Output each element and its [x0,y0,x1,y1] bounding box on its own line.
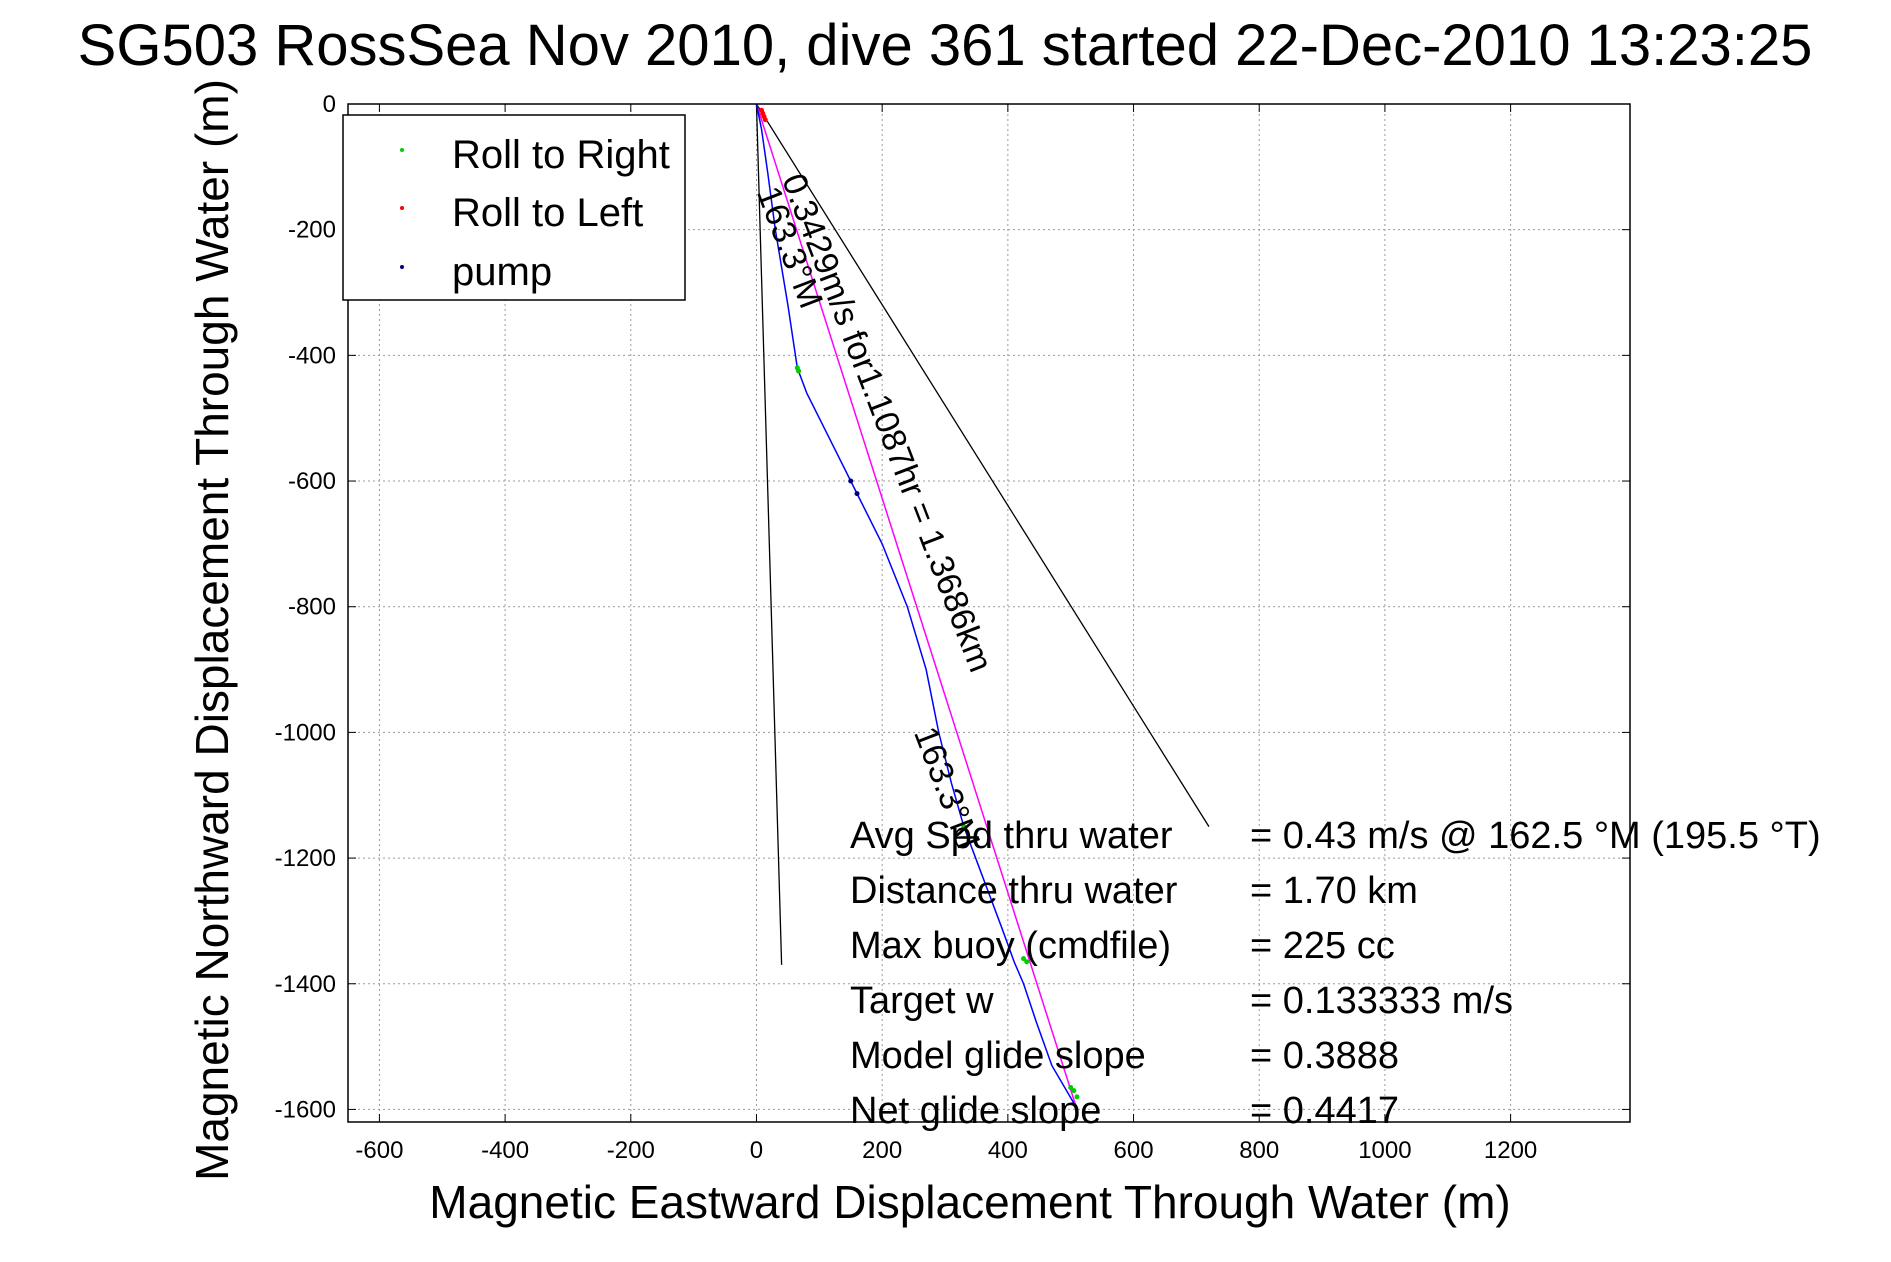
stat-value: = 0.43 m/s @ 162.5 °M (195.5 °T) [1250,815,1821,857]
legend: Roll to Right Roll to Left pump [342,114,686,301]
x-tick-label: 0 [750,1137,763,1164]
reference-line [755,104,1210,827]
y-axis-label: Magnetic Northward Displacement Through … [186,79,238,1181]
x-tick-label: -600 [355,1137,403,1164]
x-tick-label: 400 [988,1137,1028,1164]
stat-value: = 0.3888 [1250,1035,1399,1077]
stat-label: Target w [850,980,994,1022]
x-tick-label: 800 [1239,1137,1279,1164]
y-tick-labels: 0 -200 -400 -600 -800 -1000 -1200 -1400 -1600 [275,91,336,1123]
legend-roll-left-label: Roll to Left [452,191,643,235]
x-tick-label: -400 [481,1137,529,1164]
stats-block: Avg Spd thru water = 0.43 m/s @ 162.5 °M … [850,815,1821,1132]
y-tick-label: -1200 [275,845,336,872]
stat-value: = 1.70 km [1250,870,1418,912]
roll-right-point [796,368,802,374]
stat-label: Max buoy (cmdfile) [850,925,1171,967]
roll-right-point [961,824,967,830]
y-tick-label: -400 [288,342,336,369]
desired-track-line [755,104,1078,1110]
legend-roll-right-label: Roll to Right [452,133,670,177]
stat-label: Net glide slope [850,1090,1101,1132]
chart-title: SG503 RossSea Nov 2010, dive 361 started… [78,13,1813,78]
legend-box [342,114,686,301]
y-tick-label: -600 [288,468,336,495]
reference-line [755,104,783,965]
x-tick-label: 600 [1114,1137,1154,1164]
legend-pump-label: pump [452,250,552,294]
legend-roll-right-marker [400,148,404,152]
stat-label: Model glide slope [850,1035,1146,1077]
roll-right-point [1024,959,1030,965]
x-tick-label: 200 [862,1137,902,1164]
x-tick-label: 1200 [1484,1137,1537,1164]
roll-right-point [1071,1088,1077,1094]
stat-label: Distance thru water [850,870,1178,912]
stat-value: = 0.4417 [1250,1090,1399,1132]
y-tick-label: -1400 [275,971,336,998]
roll-right-point [1021,956,1027,962]
y-tick-label: 0 [323,91,336,118]
plot-frame [347,103,1631,1123]
dive-track-line [755,104,1075,1104]
reference-lines [755,104,1210,965]
y-tick-label: -800 [288,594,336,621]
data-points [759,107,1080,1100]
x-tick-label: -200 [607,1137,655,1164]
stat-value: = 0.133333 m/s [1250,980,1513,1022]
legend-pump-marker [400,265,404,269]
y-tick-label: -1000 [275,719,336,746]
plot-contents [755,104,1210,1110]
pump-point [848,478,854,484]
x-axis-label: Magnetic Eastward Displacement Through W… [429,1176,1510,1228]
y-tick-label: -1600 [275,1096,336,1123]
x-tick-label: 1000 [1358,1137,1411,1164]
roll-left-point [762,117,768,123]
y-tick-label: -200 [288,217,336,244]
roll-right-point [1074,1094,1080,1100]
stat-value: = 225 cc [1250,925,1395,967]
roll-right-point [1068,1084,1074,1090]
legend-roll-left-marker [400,206,404,210]
x-tick-labels: -600 -400 -200 0 200 400 600 800 1000 1200 [355,1137,1537,1164]
pump-point [854,491,860,497]
stat-label: Avg Spd thru water [850,815,1173,857]
